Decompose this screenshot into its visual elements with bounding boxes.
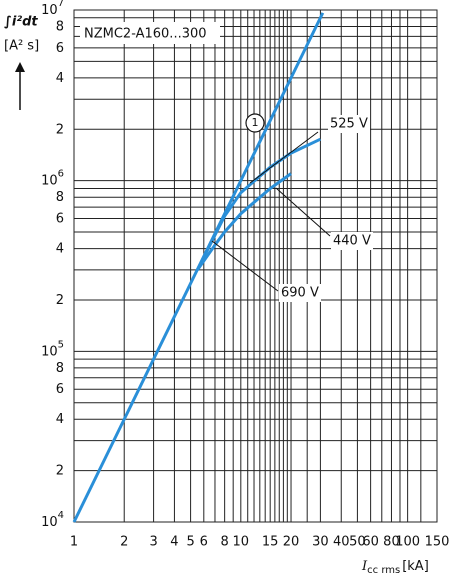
y-tick-exp: 4 <box>58 510 64 521</box>
y-tick-base: 6 <box>56 211 64 226</box>
x-label-unit: [kA] <box>402 559 429 574</box>
y-tick-base: 10 <box>41 515 58 530</box>
x-label-sub: cc rms <box>367 565 400 576</box>
series-line <box>196 137 322 271</box>
y-tick-label: 8 <box>56 190 64 205</box>
x-tick-label: 10 <box>233 535 250 550</box>
x-tick-label: 3 <box>149 535 157 550</box>
y-tick-label: 2 <box>56 463 64 478</box>
x-tick-label: 30 <box>312 535 329 550</box>
y-tick-label: 106 <box>41 169 64 189</box>
y-tick-label: 4 <box>56 241 64 256</box>
series-label: 1 <box>252 116 259 129</box>
leader-line <box>211 240 279 292</box>
x-tick-label: 15 <box>262 535 279 550</box>
x-tick-label: 80 <box>383 535 400 550</box>
x-tick-label: 2 <box>120 535 128 550</box>
label-bg <box>328 115 370 133</box>
y-tick-base: 10 <box>41 344 58 359</box>
y-tick-base: 4 <box>56 412 64 427</box>
plot-frame <box>73 9 438 523</box>
x-tick-label: 50 <box>349 535 366 550</box>
y-tick-label: 8 <box>56 19 64 34</box>
x-tick-label: 40 <box>333 535 350 550</box>
y-tick-base: 8 <box>56 190 64 205</box>
leader-line <box>249 131 319 184</box>
y-tick-base: 10 <box>41 173 58 188</box>
label-bg <box>279 284 321 302</box>
label-bg <box>331 232 373 250</box>
y-tick-exp: 7 <box>58 0 64 9</box>
x-label-main: I <box>361 559 368 574</box>
x-tick-label: 5 <box>186 535 194 550</box>
x-tick-label: 1 <box>70 535 78 550</box>
y-axis-label: ∫i²dt <box>4 15 38 30</box>
x-tick-label: 4 <box>170 535 178 550</box>
series-line <box>196 172 292 271</box>
series-label: 690 V <box>281 286 319 301</box>
y-tick-label: 107 <box>41 0 64 18</box>
chart-title: NZMC2-A160...300 <box>84 27 207 42</box>
y-tick-label: 4 <box>56 70 64 85</box>
title-bg <box>80 22 220 44</box>
y-tick-label: 6 <box>56 211 64 226</box>
y-axis-unit: [A² s] <box>4 39 39 54</box>
series-marker-circle <box>245 113 265 133</box>
y-tick-label: 6 <box>56 382 64 397</box>
y-tick-base: 8 <box>56 360 64 375</box>
y-tick-label: 6 <box>56 40 64 55</box>
x-tick-label: 100 <box>395 535 420 550</box>
y-tick-base: 10 <box>41 3 58 18</box>
x-axis-label: Icc rms [kA] <box>361 559 429 577</box>
y-arrow-head <box>15 62 25 72</box>
series-label: 440 V <box>333 234 371 249</box>
y-tick-label: 2 <box>56 122 64 137</box>
marks <box>72 12 325 523</box>
y-tick-label: 8 <box>56 360 64 375</box>
x-tick-label: 20 <box>283 535 300 550</box>
y-tick-label: 105 <box>41 339 64 359</box>
y-tick-label: 4 <box>56 412 64 427</box>
series-label: 525 V <box>330 117 368 132</box>
y-tick-label: 2 <box>56 292 64 307</box>
x-tick-label: 60 <box>362 535 379 550</box>
y-tick-base: 2 <box>56 292 64 307</box>
grid <box>73 9 438 523</box>
y-tick-exp: 6 <box>58 169 64 180</box>
x-tick-label: 6 <box>200 535 208 550</box>
y-tick-base: 6 <box>56 382 64 397</box>
y-tick-base: 2 <box>56 463 64 478</box>
y-tick-base: 2 <box>56 122 64 137</box>
y-tick-label: 104 <box>41 510 64 530</box>
x-tick-label: 8 <box>221 535 229 550</box>
y-tick-base: 6 <box>56 40 64 55</box>
y-tick-base: 4 <box>56 70 64 85</box>
x-tick-label: 150 <box>425 535 450 550</box>
y-tick-exp: 5 <box>58 339 64 350</box>
y-tick-base: 4 <box>56 241 64 256</box>
y-tick-base: 8 <box>56 19 64 34</box>
leader-line <box>275 187 331 237</box>
